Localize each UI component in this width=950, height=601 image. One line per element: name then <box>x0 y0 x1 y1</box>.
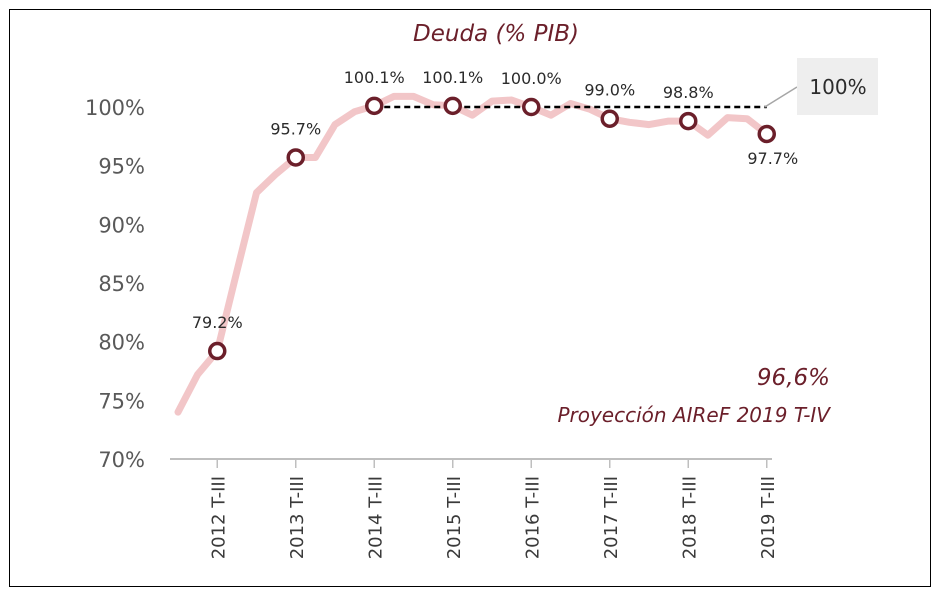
x-tick-label: 2015 T-III <box>444 476 465 559</box>
data-label: 79.2% <box>192 313 243 332</box>
debt-series-line <box>174 92 771 416</box>
chart-frame <box>9 9 931 587</box>
y-tick-label: 85% <box>98 272 145 296</box>
x-tick-label: 2019 T-III <box>758 476 779 559</box>
projection-label: Proyección AIReF 2019 T-IV <box>557 403 831 427</box>
reference-line-group: 100% <box>374 58 878 115</box>
reference-label: 100% <box>809 75 866 99</box>
data-point-marker <box>286 148 305 167</box>
data-label: 97.7% <box>747 149 798 168</box>
y-tick-label: 95% <box>98 155 145 179</box>
data-label: 99.0% <box>584 81 635 100</box>
data-label: 100.1% <box>344 68 405 87</box>
data-point-marker <box>600 109 619 128</box>
reference-label-leader <box>764 86 798 108</box>
data-point-marker <box>522 97 541 117</box>
x-axis: 2012 T-III 2013 T-III 2014 T-III 2015 T-III… <box>208 459 779 559</box>
x-tick-label: 2013 T-III <box>287 476 308 559</box>
chart-title: Deuda (% PIB) <box>413 21 579 47</box>
data-label: 100.1% <box>422 68 483 87</box>
data-label: 98.8% <box>663 83 714 102</box>
y-tick-label: 80% <box>98 331 145 355</box>
data-point-marker <box>365 96 384 116</box>
y-tick-label: 90% <box>98 213 145 237</box>
data-point-marker <box>757 124 776 144</box>
data-point-marker <box>679 111 698 131</box>
x-tick-label: 2017 T-III <box>601 476 622 559</box>
projection-value: 96,6% <box>757 365 830 391</box>
x-tick-label: 2014 T-III <box>365 476 386 559</box>
x-tick-label: 2016 T-III <box>522 476 543 559</box>
x-tick-label: 2018 T-III <box>679 476 700 559</box>
x-tick-label: 2012 T-III <box>208 476 229 559</box>
data-label: 95.7% <box>270 119 321 138</box>
data-point-marker <box>208 341 227 361</box>
data-label: 100.0% <box>501 69 562 88</box>
reference-label-box <box>797 58 878 115</box>
markers: 79.2% 95.7% 100.1% 100.1% 100.0% 99.0% 98.8% 97… <box>192 68 798 361</box>
y-tick-label: 100% <box>85 96 145 120</box>
y-axis: 70% 75% 80% 85% 90% 95% 100% <box>85 96 145 472</box>
data-point-marker <box>443 96 462 116</box>
y-tick-label: 70% <box>98 448 145 472</box>
y-tick-label: 75% <box>98 389 145 413</box>
